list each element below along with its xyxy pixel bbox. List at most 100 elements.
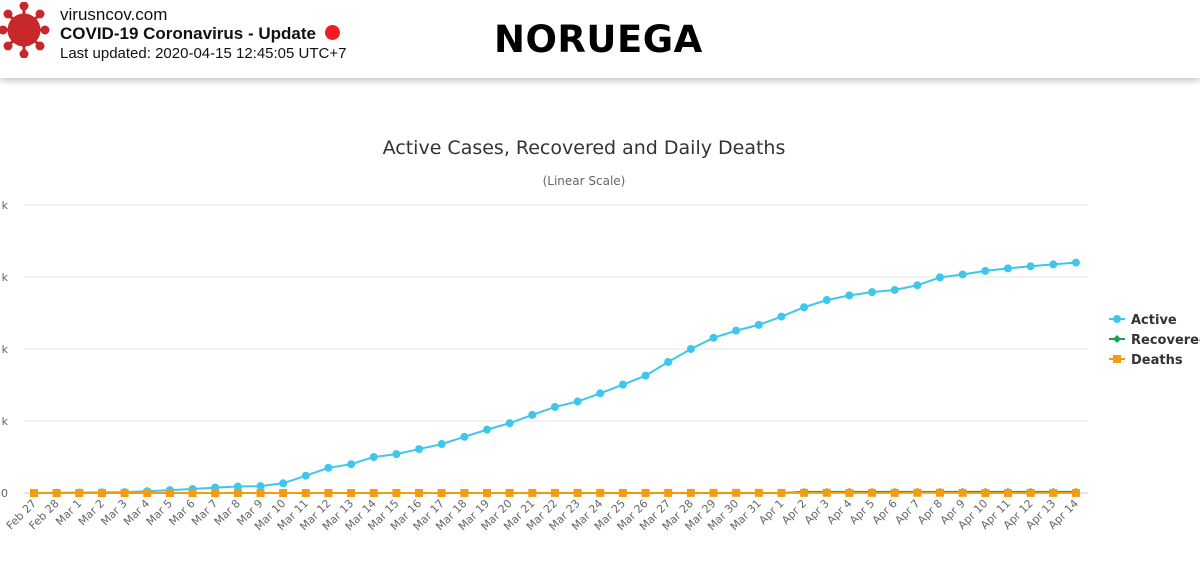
legend-item-active[interactable]: Active — [1109, 313, 1177, 328]
data-point-deaths[interactable] — [301, 489, 310, 497]
data-point-deaths[interactable] — [868, 488, 877, 497]
data-point-deaths[interactable] — [777, 488, 786, 497]
legend-item-deaths[interactable]: Deaths — [1109, 353, 1183, 368]
data-point-deaths[interactable] — [573, 488, 582, 497]
data-point-active[interactable] — [550, 402, 559, 411]
data-point-active[interactable] — [800, 303, 809, 312]
data-point-active[interactable] — [1003, 264, 1012, 273]
site-name[interactable]: virusncov.com — [60, 5, 168, 24]
data-point-active[interactable] — [528, 410, 537, 419]
data-point-active[interactable] — [437, 440, 446, 449]
data-point-active[interactable] — [913, 281, 922, 290]
data-point-deaths[interactable] — [913, 488, 922, 497]
data-point-active[interactable] — [845, 291, 854, 300]
data-point-deaths[interactable] — [97, 489, 106, 497]
data-point-deaths[interactable] — [709, 488, 718, 497]
data-point-deaths[interactable] — [460, 489, 469, 497]
data-point-active[interactable] — [392, 450, 401, 459]
data-point-deaths[interactable] — [686, 488, 695, 497]
data-point-active[interactable] — [596, 389, 605, 398]
data-point-deaths[interactable] — [392, 488, 401, 497]
data-point-active[interactable] — [754, 320, 763, 329]
data-point-deaths[interactable] — [822, 488, 831, 497]
data-point-deaths[interactable] — [641, 488, 650, 497]
data-point-deaths[interactable] — [732, 488, 741, 497]
data-point-active[interactable] — [981, 266, 990, 275]
data-point-active[interactable] — [709, 333, 718, 342]
y-tick-label: k — [2, 271, 9, 284]
data-point-active[interactable] — [256, 482, 265, 491]
data-point-active[interactable] — [573, 397, 582, 406]
data-point-deaths[interactable] — [143, 489, 152, 497]
data-point-deaths[interactable] — [256, 489, 265, 497]
data-point-active[interactable] — [641, 371, 650, 380]
data-point-active[interactable] — [233, 482, 242, 491]
data-point-deaths[interactable] — [1003, 488, 1012, 497]
data-point-deaths[interactable] — [188, 489, 197, 497]
data-point-active[interactable] — [822, 296, 831, 305]
legend-label: Deaths — [1131, 353, 1183, 368]
data-point-deaths[interactable] — [664, 488, 673, 497]
data-point-deaths[interactable] — [528, 488, 537, 497]
y-tick-label: k — [2, 199, 9, 212]
data-point-deaths[interactable] — [890, 488, 899, 497]
data-point-active[interactable] — [324, 463, 333, 472]
data-point-active[interactable] — [958, 270, 967, 279]
data-point-deaths[interactable] — [233, 489, 242, 497]
data-point-active[interactable] — [777, 312, 786, 321]
data-point-active[interactable] — [483, 425, 491, 434]
data-point-active[interactable] — [686, 345, 695, 353]
x-tick-label: Apr 8 — [915, 497, 945, 527]
data-point-active[interactable] — [664, 357, 673, 366]
data-point-deaths[interactable] — [30, 489, 38, 497]
data-point-active[interactable] — [732, 326, 741, 335]
data-point-active[interactable] — [279, 479, 288, 488]
data-point-deaths[interactable] — [505, 488, 514, 497]
data-point-active[interactable] — [1071, 258, 1080, 267]
data-point-deaths[interactable] — [165, 489, 174, 497]
data-point-deaths[interactable] — [211, 489, 220, 497]
data-point-deaths[interactable] — [75, 489, 84, 497]
data-point-active[interactable] — [415, 445, 424, 454]
legend[interactable]: Active Recovered Deaths — [1109, 313, 1200, 368]
data-point-active[interactable] — [890, 285, 899, 294]
data-point-deaths[interactable] — [1049, 488, 1058, 497]
data-point-deaths[interactable] — [550, 488, 559, 497]
data-point-active[interactable] — [868, 288, 877, 297]
data-point-deaths[interactable] — [324, 489, 333, 497]
data-point-deaths[interactable] — [981, 488, 990, 497]
data-point-deaths[interactable] — [120, 489, 129, 497]
data-point-active[interactable] — [369, 453, 378, 461]
data-point-active[interactable] — [1026, 262, 1035, 271]
data-point-deaths[interactable] — [958, 488, 967, 497]
data-point-deaths[interactable] — [618, 488, 627, 497]
y-tick-label: k — [2, 343, 9, 356]
y-axis: 0 k k k k — [1, 199, 9, 500]
data-point-active[interactable] — [347, 460, 356, 469]
data-point-active[interactable] — [936, 273, 944, 282]
legend-marker-icon — [1113, 335, 1121, 343]
data-point-active[interactable] — [505, 419, 514, 428]
data-point-deaths[interactable] — [596, 488, 605, 497]
data-point-deaths[interactable] — [1026, 488, 1035, 497]
app-title: COVID-19 Coronavirus - Update — [60, 24, 316, 43]
data-point-deaths[interactable] — [845, 488, 854, 497]
data-point-deaths[interactable] — [415, 488, 424, 497]
data-point-deaths[interactable] — [483, 489, 491, 497]
data-point-deaths[interactable] — [936, 488, 944, 497]
legend-item-recovered[interactable]: Recovered — [1109, 333, 1200, 348]
data-point-deaths[interactable] — [52, 489, 61, 497]
data-point-deaths[interactable] — [800, 488, 809, 497]
data-point-deaths[interactable] — [279, 489, 288, 497]
data-point-deaths[interactable] — [369, 488, 378, 497]
data-point-active[interactable] — [460, 432, 469, 441]
data-point-deaths[interactable] — [437, 489, 446, 497]
data-point-active[interactable] — [1049, 260, 1058, 269]
header: virusncov.com COVID-19 Coronavirus - Upd… — [0, 0, 1200, 78]
data-point-deaths[interactable] — [347, 489, 356, 497]
series-layer — [30, 258, 1080, 497]
data-point-deaths[interactable] — [754, 488, 763, 497]
data-point-active[interactable] — [618, 380, 627, 389]
data-point-active[interactable] — [301, 471, 310, 480]
data-point-deaths[interactable] — [1071, 488, 1080, 497]
